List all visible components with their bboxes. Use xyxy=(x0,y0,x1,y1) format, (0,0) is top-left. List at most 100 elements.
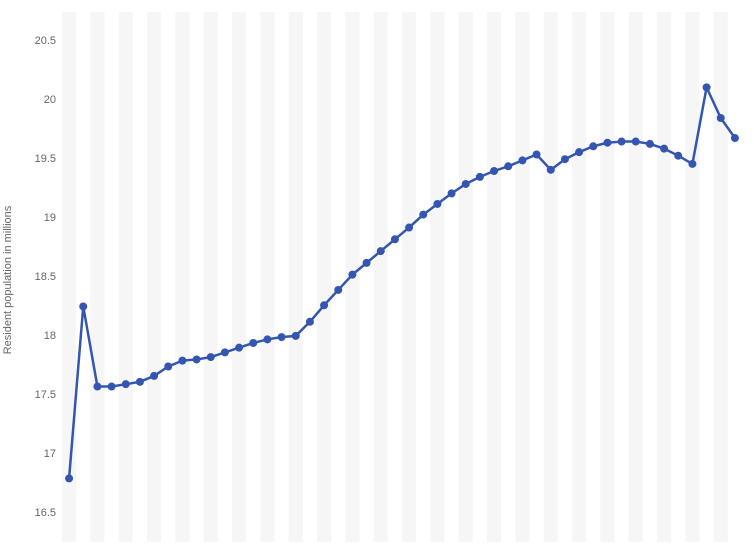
data-point xyxy=(589,142,597,150)
data-point xyxy=(490,167,498,175)
bg-stripe xyxy=(90,12,104,542)
y-tick-label: 19.5 xyxy=(6,153,56,165)
bg-stripe xyxy=(629,12,643,542)
data-point xyxy=(717,114,725,122)
data-point xyxy=(235,344,243,352)
data-point xyxy=(363,259,371,267)
data-point xyxy=(660,145,668,153)
data-point xyxy=(278,333,286,341)
bg-stripe xyxy=(360,12,374,542)
bg-stripe xyxy=(303,12,317,542)
bg-stripe xyxy=(289,12,303,542)
data-point xyxy=(533,151,541,159)
bg-stripe xyxy=(105,12,119,542)
bg-stripe xyxy=(161,12,175,542)
data-point xyxy=(674,152,682,160)
data-point xyxy=(476,173,484,181)
data-point xyxy=(391,235,399,243)
bg-stripe xyxy=(204,12,218,542)
line-chart: Resident population in millions 16.51717… xyxy=(0,0,754,560)
bg-stripe xyxy=(76,12,90,542)
data-point xyxy=(136,378,144,386)
data-point xyxy=(448,189,456,197)
data-point xyxy=(93,383,101,391)
bg-stripe xyxy=(643,12,657,542)
data-point xyxy=(65,474,73,482)
chart-svg xyxy=(62,12,742,542)
data-point xyxy=(703,83,711,91)
bg-stripe xyxy=(260,12,274,542)
bg-stripe xyxy=(657,12,671,542)
data-point xyxy=(108,383,116,391)
bg-stripe xyxy=(62,12,76,542)
y-tick-label: 16.5 xyxy=(6,507,56,519)
data-point xyxy=(603,139,611,147)
data-point xyxy=(561,155,569,163)
y-tick-label: 18.5 xyxy=(6,271,56,283)
bg-stripe xyxy=(558,12,572,542)
bg-stripe xyxy=(544,12,558,542)
data-point xyxy=(547,166,555,174)
data-point xyxy=(79,302,87,310)
bg-stripe xyxy=(586,12,600,542)
bg-stripe xyxy=(416,12,430,542)
bg-stripe xyxy=(331,12,345,542)
data-point xyxy=(462,180,470,188)
data-point xyxy=(618,138,626,146)
data-point xyxy=(518,156,526,164)
y-tick-label: 17.5 xyxy=(6,389,56,401)
data-point xyxy=(292,332,300,340)
bg-stripe xyxy=(133,12,147,542)
bg-stripe xyxy=(459,12,473,542)
data-point xyxy=(632,138,640,146)
data-point xyxy=(221,348,229,356)
data-point xyxy=(419,211,427,219)
data-point xyxy=(249,339,257,347)
data-point xyxy=(348,271,356,279)
bg-stripe xyxy=(501,12,515,542)
data-point xyxy=(122,380,130,388)
bg-stripe xyxy=(430,12,444,542)
bg-stripe xyxy=(402,12,416,542)
data-point xyxy=(731,134,739,142)
bg-stripe xyxy=(714,12,728,542)
data-point xyxy=(688,160,696,168)
data-point xyxy=(334,286,342,294)
plot-area xyxy=(62,12,742,542)
data-point xyxy=(504,162,512,170)
data-point xyxy=(178,357,186,365)
bg-stripe xyxy=(175,12,189,542)
data-point xyxy=(306,318,314,326)
y-tick-label: 20.5 xyxy=(6,35,56,47)
data-point xyxy=(377,247,385,255)
bg-stripe xyxy=(388,12,402,542)
bg-stripe xyxy=(119,12,133,542)
bg-stripe xyxy=(190,12,204,542)
data-point xyxy=(405,224,413,232)
bg-stripe xyxy=(530,12,544,542)
bg-stripe xyxy=(685,12,699,542)
bg-stripe xyxy=(218,12,232,542)
bg-stripe xyxy=(487,12,501,542)
bg-stripe xyxy=(572,12,586,542)
y-tick-label: 17 xyxy=(6,448,56,460)
bg-stripe xyxy=(317,12,331,542)
bg-stripe xyxy=(473,12,487,542)
data-point xyxy=(207,353,215,361)
bg-stripe xyxy=(515,12,529,542)
bg-stripe xyxy=(600,12,614,542)
data-point xyxy=(150,372,158,380)
bg-stripe xyxy=(374,12,388,542)
bg-stripe xyxy=(246,12,260,542)
data-point xyxy=(164,363,172,371)
data-point xyxy=(646,140,654,148)
bg-stripe xyxy=(728,12,742,542)
data-point xyxy=(193,355,201,363)
bg-stripe xyxy=(275,12,289,542)
bg-stripe xyxy=(147,12,161,542)
y-tick-label: 20 xyxy=(6,94,56,106)
data-point xyxy=(263,335,271,343)
bg-stripe xyxy=(671,12,685,542)
data-point xyxy=(320,301,328,309)
data-point xyxy=(575,148,583,156)
